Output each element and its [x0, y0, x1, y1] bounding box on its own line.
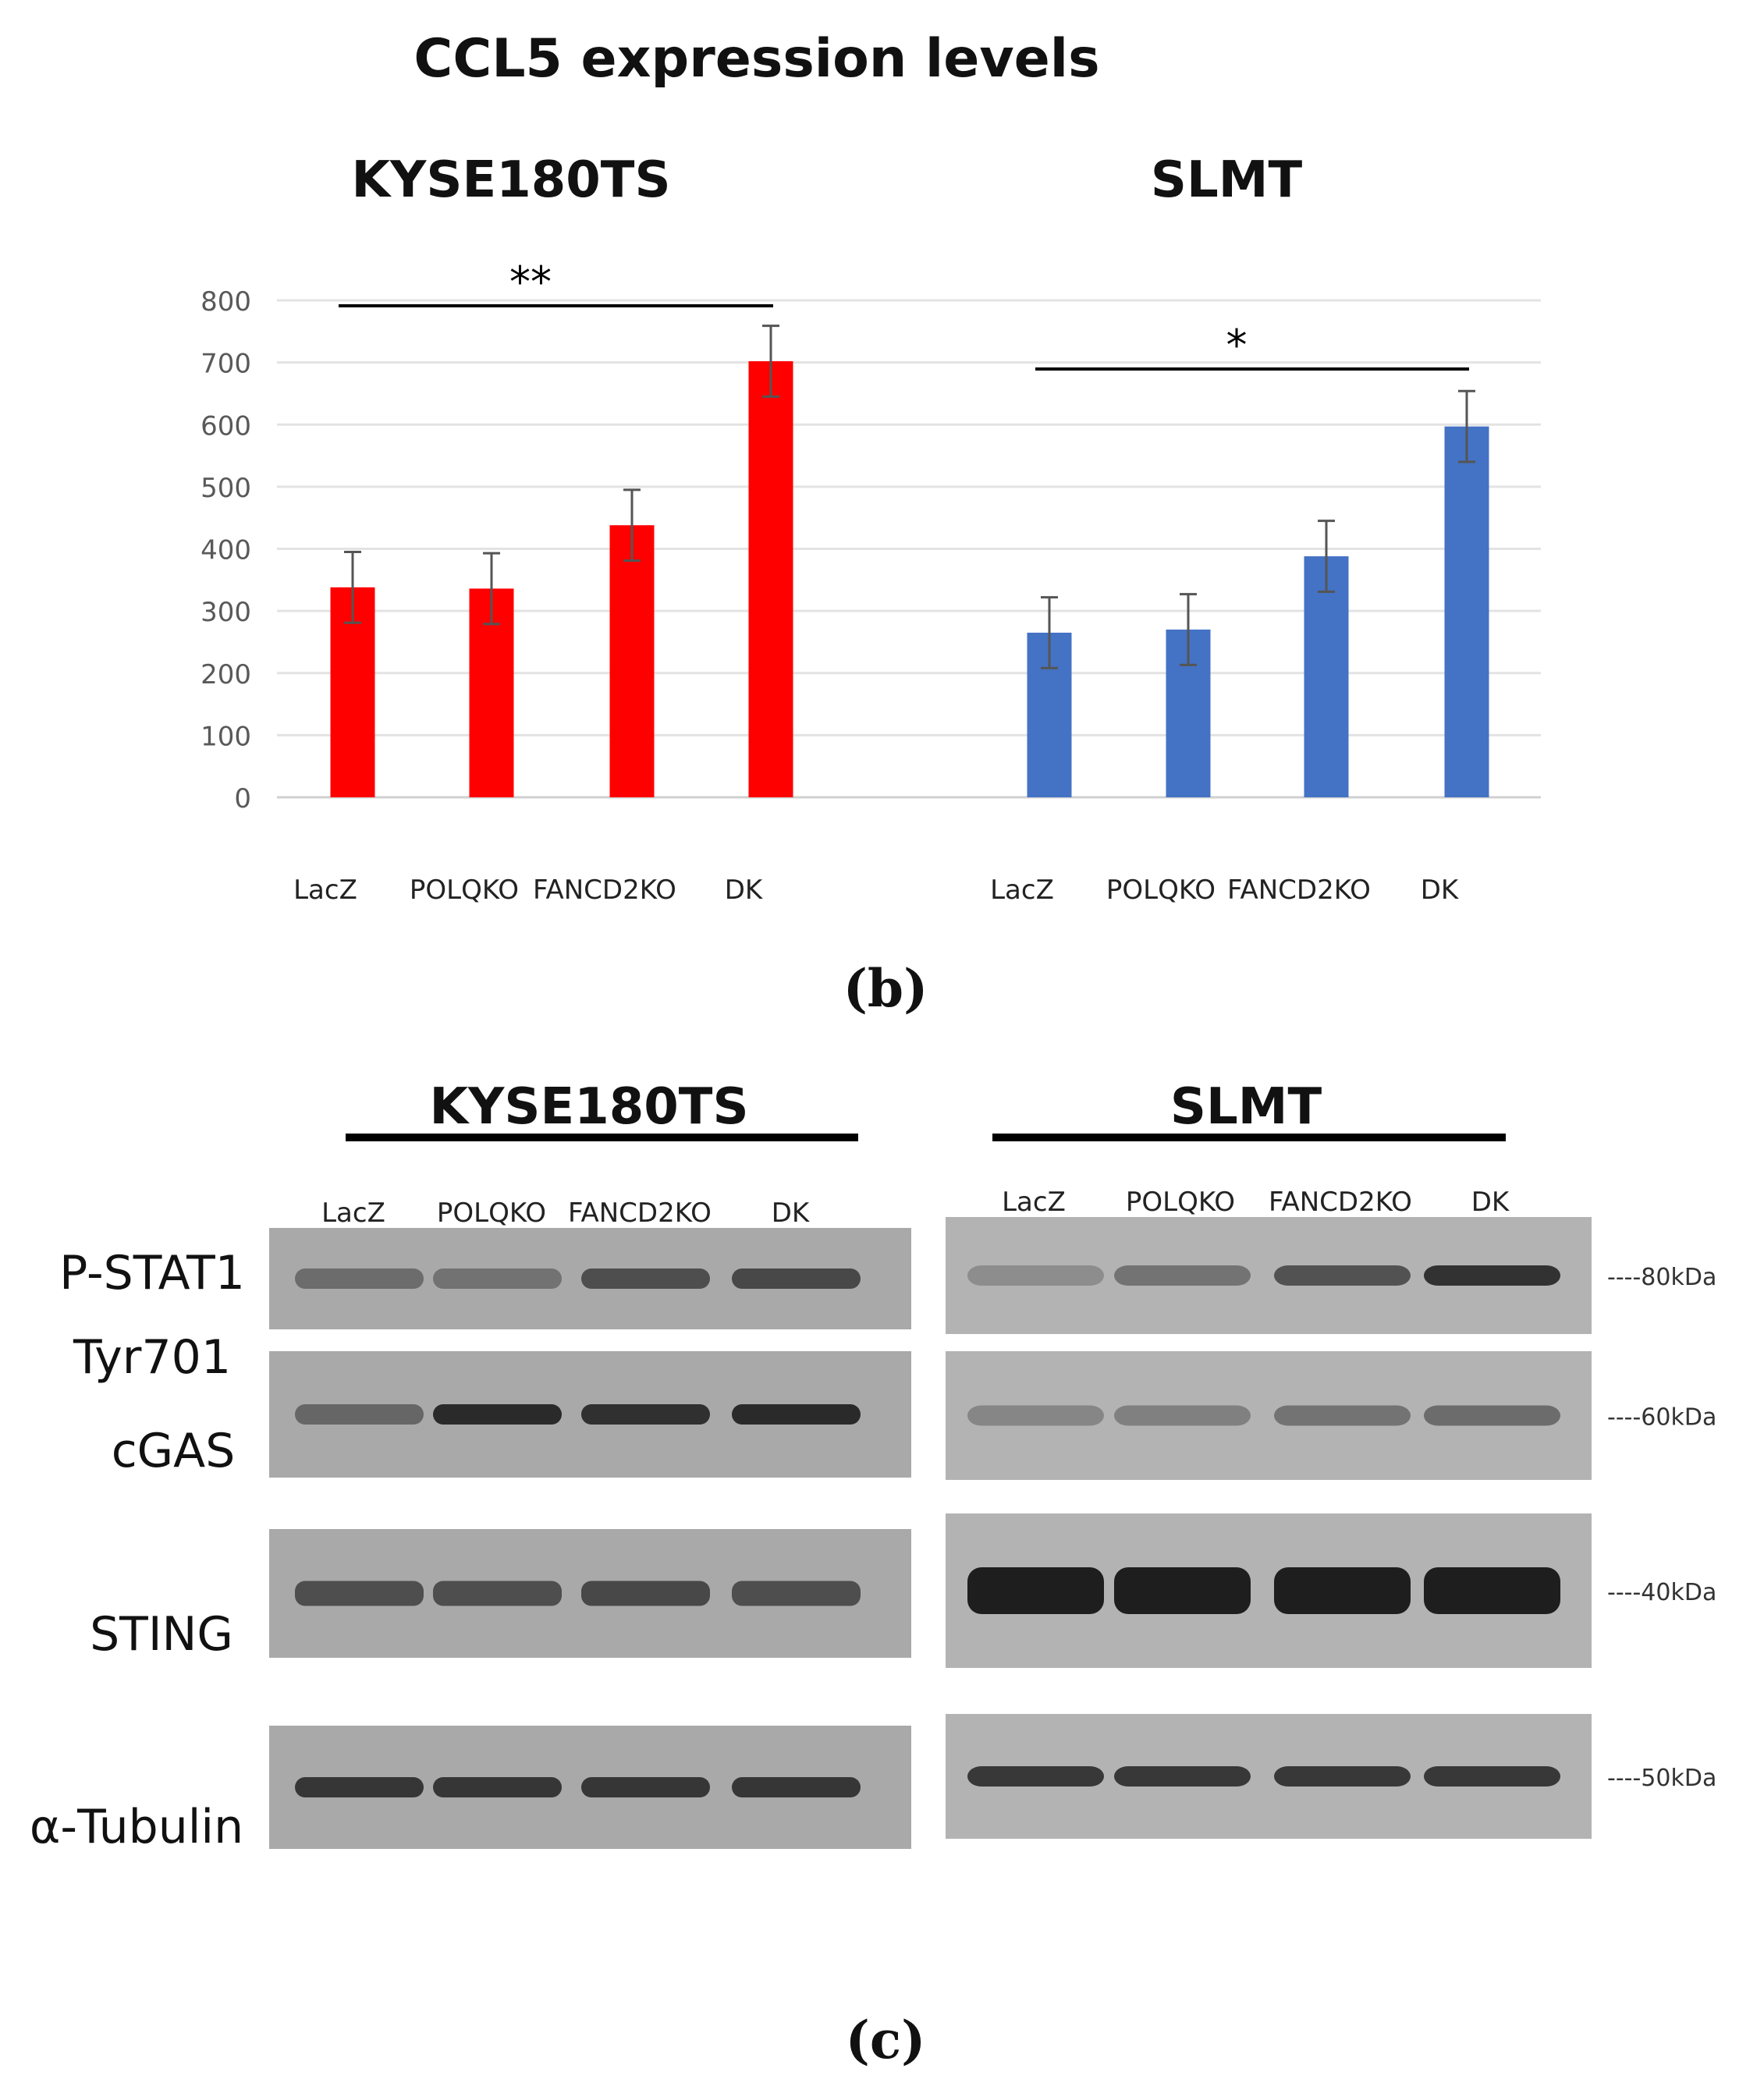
blot-band — [295, 1268, 424, 1289]
bar — [609, 525, 655, 797]
y-tick-label: 600 — [201, 410, 251, 442]
western-blot: LacZ LacZ POLQKO POLQKO FANCD2KO FANCD2KO DK DK… — [30, 1187, 1716, 1854]
panel-label-c: (c) — [846, 2010, 926, 2070]
lane-label: FANCD2KO — [568, 1198, 712, 1229]
kda-marker: ----60kDa — [1607, 1404, 1716, 1432]
x-tick-label: FANCD2KO — [533, 875, 676, 906]
y-tick-label: 100 — [201, 721, 251, 752]
bar — [1304, 556, 1349, 797]
blot-band — [732, 1404, 861, 1425]
panel-label-b: (b) — [843, 958, 928, 1019]
blot-band — [1274, 1405, 1411, 1426]
lane-label: FANCD2KO — [1269, 1187, 1412, 1218]
blot-band — [295, 1777, 424, 1797]
kda-marker: ----40kDa — [1607, 1579, 1716, 1606]
kda-marker: ----50kDa — [1607, 1765, 1716, 1792]
blot-band — [1114, 1766, 1251, 1787]
blot-band — [295, 1404, 424, 1425]
blot-bar-kyse180ts — [346, 1134, 858, 1141]
y-tick-label: 500 — [201, 473, 251, 504]
y-tick-label: 0 — [234, 783, 251, 814]
blot-title-kyse180ts: KYSE180TS — [429, 1078, 748, 1136]
blot-band — [1424, 1567, 1560, 1614]
blot-band — [581, 1268, 710, 1289]
lane-label: POLQKO — [1126, 1187, 1235, 1218]
blot-row-label: cGAS — [112, 1424, 236, 1478]
panel-title-kyse180ts: KYSE180TS — [351, 151, 670, 209]
blot-band — [967, 1766, 1104, 1787]
y-tick-label: 200 — [201, 659, 251, 690]
blot-band — [967, 1567, 1104, 1614]
blot-band — [295, 1581, 424, 1606]
y-tick-label: 800 — [201, 286, 251, 318]
y-tick-label: 400 — [201, 535, 251, 566]
kda-marker: ----80kDa — [1607, 1264, 1716, 1291]
blot-row-label: P-STAT1 — [59, 1246, 245, 1300]
y-tick-label: 300 — [201, 597, 251, 628]
blot-band — [1424, 1405, 1560, 1426]
blot-band — [1274, 1265, 1411, 1286]
blot-band — [1424, 1766, 1560, 1787]
blot-band — [581, 1404, 710, 1425]
x-tick-label: DK — [1421, 875, 1460, 906]
blot-band — [1274, 1567, 1411, 1614]
lane-label: DK — [1471, 1187, 1510, 1218]
blot-title-slmt: SLMT — [1170, 1078, 1322, 1136]
lane-label: POLQKO — [437, 1198, 546, 1229]
blot-row-label: Tyr701 — [73, 1330, 231, 1385]
blot-row-label: STING — [90, 1607, 233, 1662]
blot-band — [1114, 1405, 1251, 1426]
x-tick-label: POLQKO — [1106, 875, 1216, 906]
blot-band — [1424, 1265, 1560, 1286]
blot-band — [1114, 1567, 1251, 1614]
blot-band — [967, 1265, 1104, 1286]
chart-title: CCL5 expression levels — [413, 28, 1099, 90]
blot-band — [732, 1581, 861, 1606]
x-tick-label: LacZ — [990, 875, 1054, 906]
blot-band — [732, 1268, 861, 1289]
x-tick-label: DK — [725, 875, 764, 906]
x-tick-label: FANCD2KO — [1227, 875, 1371, 906]
blot-bar-slmt — [992, 1134, 1506, 1141]
blot-band — [433, 1777, 562, 1797]
blot-band — [581, 1777, 710, 1797]
blot-band — [433, 1404, 562, 1425]
y-tick-label: 700 — [201, 349, 251, 380]
x-tick-label: LacZ — [293, 875, 357, 906]
panel-title-slmt: SLMT — [1151, 151, 1303, 209]
blot-row-label: α-Tubulin — [30, 1800, 243, 1854]
x-tick-label: POLQKO — [410, 875, 519, 906]
bar-chart: 0 100 200 300 400 500 600 700 800 LacZ POLQKO FANCD… — [201, 257, 1541, 906]
series-slmt — [1027, 389, 1489, 797]
blot-band — [581, 1581, 710, 1606]
blot-band — [967, 1405, 1104, 1426]
blot-band — [732, 1777, 861, 1797]
blot-band — [433, 1581, 562, 1606]
bar — [748, 361, 793, 798]
bar — [1444, 426, 1489, 797]
lane-label: LacZ — [321, 1198, 385, 1229]
blot-band — [433, 1268, 562, 1289]
significance-label: * — [1226, 321, 1248, 370]
significance-label: ** — [509, 257, 552, 307]
blot-band — [1274, 1766, 1411, 1787]
lane-label: DK — [772, 1198, 811, 1229]
lane-label: LacZ — [1002, 1187, 1066, 1218]
blot-band — [1114, 1265, 1251, 1286]
series-kyse180ts — [330, 325, 793, 798]
